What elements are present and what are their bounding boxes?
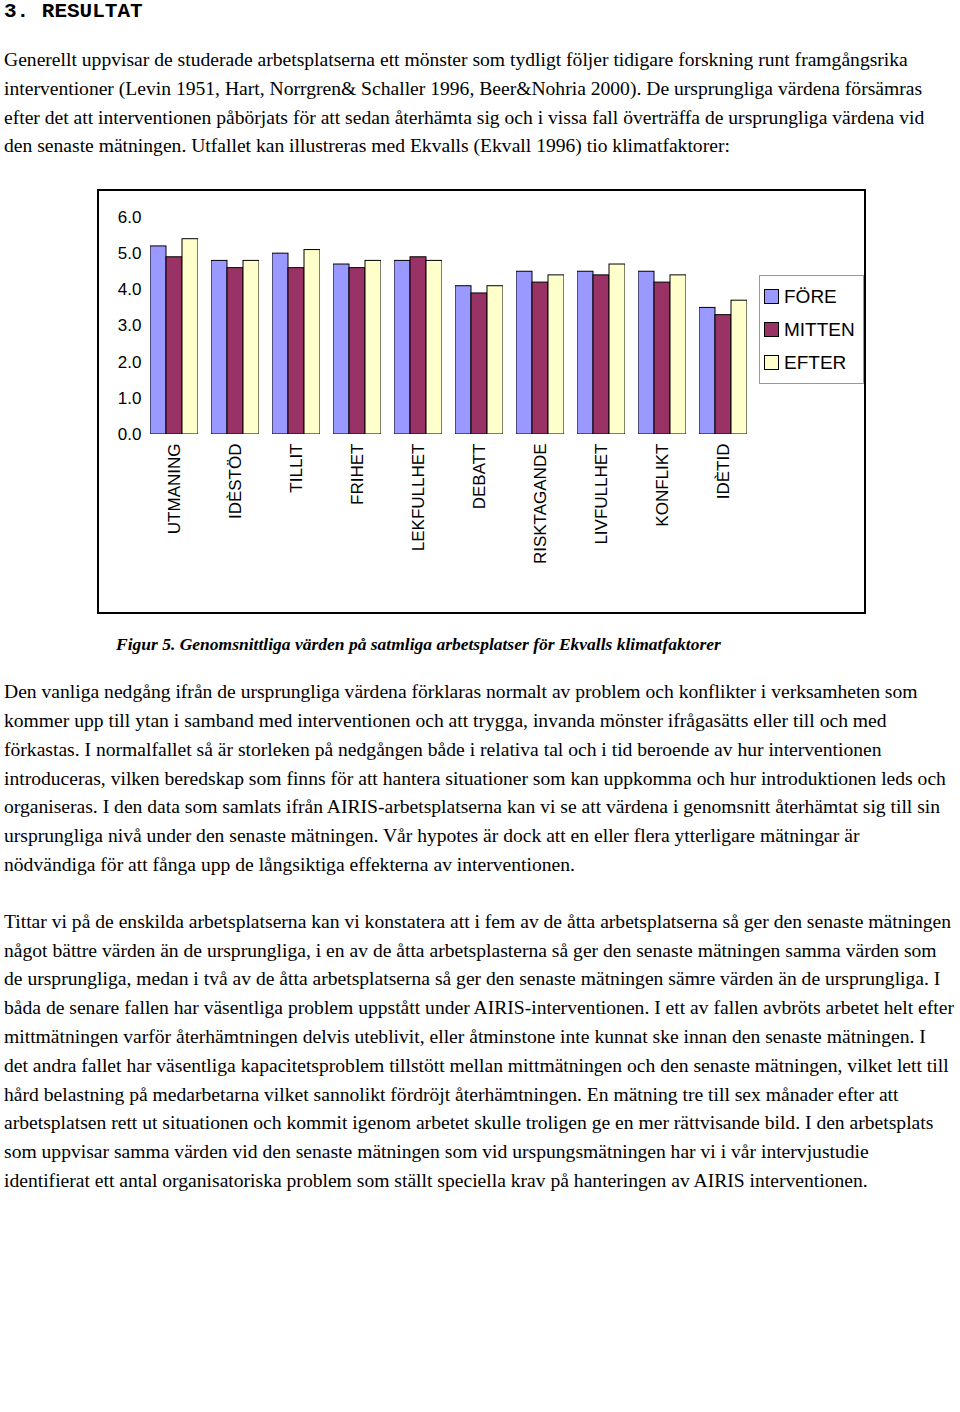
svg-text:TILLIT: TILLIT [287,444,306,493]
svg-text:6.0: 6.0 [118,208,142,227]
html-text:EFTER: EFTER [784,352,847,374]
html-text:FÖRE: FÖRE [784,286,837,308]
svg-text:KONFLIKT: KONFLIKT [653,444,672,527]
svg-text:RISKTAGANDE: RISKTAGANDE [531,444,550,565]
svg-text:IDÈTID: IDÈTID [714,444,733,500]
svg-text:4.0: 4.0 [118,280,142,299]
svg-text:FRIHET: FRIHET [348,444,367,505]
svg-text:1.0: 1.0 [118,389,142,408]
svg-text:LIVFULLHET: LIVFULLHET [592,444,611,545]
svg-text:2.0: 2.0 [118,353,142,372]
svg-text:UTMANING: UTMANING [165,444,184,535]
svg-text:0.0: 0.0 [118,425,142,444]
svg-text:3.0: 3.0 [118,317,142,336]
html-text:Generellt uppvisar de studerad: Generellt uppvisar de studerade arbetspl… [4,49,925,157]
html-text:Figur 5. Genomsnittliga värden: Figur 5. Genomsnittliga värden på satmli… [116,634,721,655]
html-text:3. RESULTAT: 3. RESULTAT [4,0,143,23]
svg-text:DEBATT: DEBATT [470,444,489,510]
html-text:Tittar vi på de enskilda arbet: Tittar vi på de enskilda arbetsplatserna… [4,910,954,1191]
html-text:Den vanliga nedgång ifrån de u: Den vanliga nedgång ifrån de ursprunglig… [4,681,946,875]
html-text:MITTEN: MITTEN [784,319,855,341]
svg-text:5.0: 5.0 [118,244,142,263]
svg-text:IDÈSTÖD: IDÈSTÖD [226,444,245,520]
svg-text:LEKFULLHET: LEKFULLHET [409,444,428,552]
